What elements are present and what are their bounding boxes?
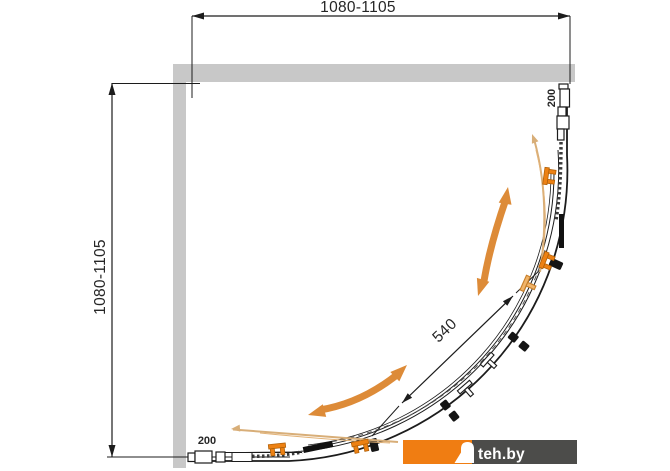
enclosure-profile — [187, 83, 571, 464]
wall-bracket-icon — [456, 379, 475, 398]
logo-text: teh.by — [478, 446, 525, 463]
door-handle-icon — [542, 166, 557, 186]
arrowhead-up-icon — [498, 187, 512, 205]
door-swing-path-upper — [533, 138, 546, 273]
slide-arrows — [308, 187, 512, 417]
walls — [173, 64, 575, 468]
swing-paths — [232, 138, 546, 444]
arrow-sw-icon — [402, 393, 413, 403]
dim-540-line — [401, 295, 514, 404]
arrowhead-ne-icon — [390, 365, 407, 382]
track-dashes-top — [554, 141, 563, 221]
door-handle-icon — [350, 438, 370, 454]
roller-icon — [548, 258, 564, 270]
wall-post-bottom — [187, 450, 302, 464]
wall-top — [173, 64, 575, 82]
track-centerline — [329, 249, 546, 443]
door-slide-arrow-lower-icon — [319, 371, 401, 414]
door-stop-bar-top — [559, 214, 564, 248]
offset-200-bottom-label: 200 — [198, 435, 216, 447]
dim-540-label: 540 — [429, 315, 460, 346]
door-handle-icon — [267, 442, 287, 457]
door-swing-path-upper-2 — [535, 149, 546, 253]
dim-left-label: 1080-1105 — [92, 239, 109, 315]
wall-left — [173, 64, 186, 468]
arrow-down-icon — [108, 445, 116, 457]
frame-inner-arc — [244, 149, 560, 453]
wall-bracket-icon — [519, 274, 537, 293]
rollers — [368, 258, 564, 452]
wall-brackets — [456, 274, 537, 398]
door-swing-path-lower-2 — [259, 432, 391, 444]
arrow-right-icon — [558, 12, 570, 20]
roller-pair-icon — [507, 331, 530, 352]
arrowhead-down-icon — [476, 277, 490, 296]
logo-tehby: teh.by — [403, 440, 577, 464]
wall-post-top — [556, 83, 571, 141]
door-handles — [267, 166, 557, 457]
swing-path-arrowhead-icon — [531, 134, 539, 144]
roller-pair-icon — [440, 399, 460, 422]
door-slide-arrow-upper-icon — [480, 197, 510, 282]
door-arc-1 — [304, 169, 555, 449]
door-motion-graphics — [231, 134, 557, 457]
door-handle-icon — [538, 250, 556, 271]
swing-path-arrowhead-icon — [231, 424, 241, 432]
door-stop-bar-bottom — [302, 440, 334, 454]
logo-gray-block — [472, 440, 577, 464]
dim-top-label: 1080-1105 — [320, 0, 396, 16]
arrowhead-w-icon — [308, 404, 327, 417]
arrow-left-icon — [192, 12, 204, 20]
logo-pin-icon — [454, 442, 474, 463]
frame-outer-arc — [188, 84, 569, 462]
arrow-up-icon — [108, 83, 116, 95]
arrow-ne-icon — [502, 296, 513, 306]
door-swing-path-lower — [232, 428, 399, 443]
wall-bracket-icon — [479, 351, 498, 370]
offset-200-top-label: 200 — [546, 89, 558, 107]
